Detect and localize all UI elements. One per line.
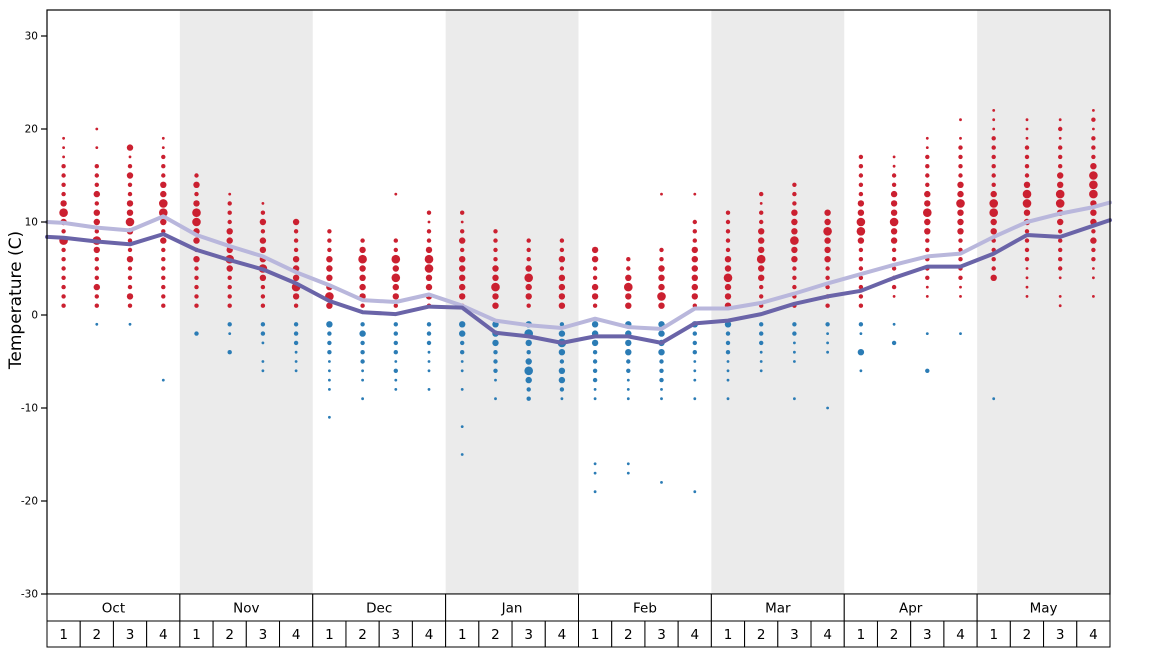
- week-label: 4: [956, 627, 965, 643]
- month-label: Oct: [102, 601, 125, 617]
- y-axis-label: Temperature (C): [6, 230, 26, 370]
- week-label: 4: [558, 627, 567, 643]
- week-label: 2: [1023, 627, 1032, 643]
- y-tick-label: -30: [21, 589, 38, 601]
- month-label: May: [1030, 601, 1058, 617]
- month-axis-row: Oct Nov Dec Jan Feb Mar Apr May: [46, 593, 1111, 622]
- week-label: 3: [126, 627, 135, 643]
- y-tick-label: 20: [25, 124, 38, 136]
- week-label: 2: [225, 627, 234, 643]
- y-tick-label: -20: [21, 496, 38, 508]
- y-tick-label: -10: [21, 403, 38, 415]
- week-label: 4: [292, 627, 301, 643]
- week-label: 1: [989, 627, 998, 643]
- y-tick-label: 10: [25, 217, 38, 229]
- avg-max-line: [45, 200, 1112, 331]
- week-label: 3: [392, 627, 401, 643]
- week-label: 1: [591, 627, 600, 643]
- week-label: 3: [259, 627, 268, 643]
- month-label: Jan: [501, 601, 523, 617]
- month-label: Apr: [899, 601, 923, 617]
- y-tick-label: 0: [31, 310, 38, 322]
- week-label: 2: [358, 627, 367, 643]
- week-label: 3: [790, 627, 799, 643]
- week-label: 2: [890, 627, 899, 643]
- month-label: Dec: [366, 601, 392, 617]
- week-label: 1: [724, 627, 733, 643]
- week-label: 1: [192, 627, 201, 643]
- week-label: 4: [1089, 627, 1098, 643]
- month-label: Nov: [233, 601, 259, 617]
- week-label: 2: [624, 627, 633, 643]
- week-label: 3: [1056, 627, 1065, 643]
- week-label: 4: [425, 627, 434, 643]
- week-label: 1: [857, 627, 866, 643]
- week-label: 2: [93, 627, 102, 643]
- week-label: 3: [657, 627, 666, 643]
- y-tick-label: 30: [25, 31, 38, 43]
- month-bands: [179, 10, 1110, 594]
- week-label: 4: [690, 627, 699, 643]
- week-label: 1: [458, 627, 467, 643]
- week-axis-row: 1 2 3 4 1 2 3 4 1 2 3 4 1 2 3 4 1 2 3 4 1 2 3 4 1 2 3 4 1 2 3 4: [46, 620, 1111, 648]
- week-label: 1: [59, 627, 68, 643]
- week-label: 1: [325, 627, 334, 643]
- week-label: 4: [159, 627, 168, 643]
- week-label: 4: [823, 627, 832, 643]
- avg-min-line: [45, 218, 1112, 345]
- week-label: 3: [524, 627, 533, 643]
- y-axis-ticks: 30 20 10 0 -10 -20 -30: [21, 31, 47, 601]
- week-label: 3: [923, 627, 932, 643]
- month-label: Mar: [765, 601, 791, 617]
- week-label: 2: [491, 627, 500, 643]
- month-label: Feb: [633, 601, 657, 617]
- week-label: 2: [757, 627, 766, 643]
